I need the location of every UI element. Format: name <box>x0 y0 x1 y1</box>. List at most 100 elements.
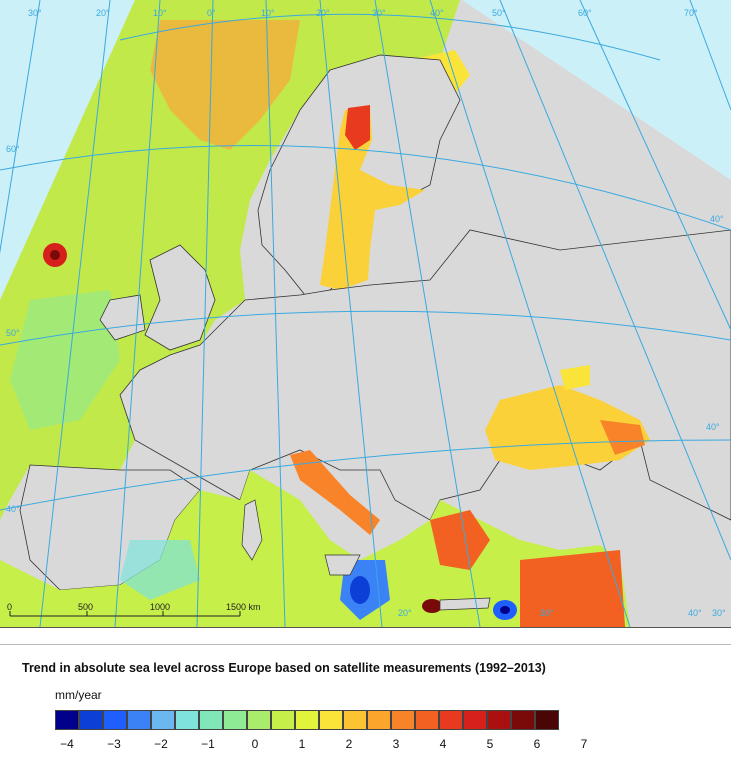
color-scale-tick-label: −4 <box>60 737 74 751</box>
meridian-0 <box>196 0 214 627</box>
color-swatch <box>391 710 415 730</box>
color-swatch <box>535 710 559 730</box>
lon-label: 30° <box>372 8 386 18</box>
color-swatch <box>487 710 511 730</box>
color-swatch <box>127 710 151 730</box>
color-swatch <box>175 710 199 730</box>
cretan-eddy-core <box>500 606 510 614</box>
lon-label: 20° <box>316 8 330 18</box>
legend-panel: Trend in absolute sea level across Europ… <box>0 644 731 769</box>
color-scale-tick-label: 3 <box>392 737 400 751</box>
cretan-warm-hotspot <box>422 599 442 613</box>
aegean-sea <box>430 510 490 570</box>
uk-ireland-land <box>99 244 216 351</box>
color-scale-bar <box>55 710 559 730</box>
meridian-m20 <box>39 0 111 627</box>
lon-label: 10° <box>261 8 275 18</box>
scale-label: 0 <box>7 602 12 612</box>
hotspot-core <box>50 250 60 260</box>
scale-label: 500 <box>78 602 93 612</box>
color-swatch <box>103 710 127 730</box>
baltic-sea <box>320 105 425 290</box>
lon-label-bottom: 30° <box>712 608 726 618</box>
color-swatch <box>415 710 439 730</box>
balearic-cyan-patch <box>120 540 200 600</box>
lon-label: 70° <box>684 8 698 18</box>
color-scale-tick-label: 6 <box>533 737 541 751</box>
lon-label: 20° <box>96 8 110 18</box>
color-scale-tick-label: 2 <box>345 737 353 751</box>
lon-label: 60° <box>578 8 592 18</box>
meridian-30 <box>374 0 481 627</box>
scale-label: 1500 km <box>226 602 261 612</box>
levantine-warm <box>520 550 625 627</box>
color-scale-tick-label: 5 <box>486 737 494 751</box>
color-swatch <box>439 710 463 730</box>
lon-label-bottom: 30° <box>540 608 554 618</box>
parallel-70 <box>119 13 661 61</box>
color-scale-tick-label: 1 <box>298 737 306 751</box>
black-sea <box>485 385 650 470</box>
lon-label: 30° <box>28 8 42 18</box>
lat-label: 60° <box>6 144 20 154</box>
color-scale-tick-label: 4 <box>439 737 447 751</box>
color-swatch <box>319 710 343 730</box>
lon-label: 10° <box>153 8 167 18</box>
color-swatch <box>343 710 367 730</box>
color-scale-ticks: −4 −3 −2 −1 0 1 2 3 4 5 6 7 <box>55 737 587 753</box>
color-swatch <box>271 710 295 730</box>
lat-label: 40° <box>710 214 724 224</box>
black-sea-warm-patch <box>600 420 645 455</box>
lon-label: 50° <box>492 8 506 18</box>
azov-sea <box>560 365 590 390</box>
color-swatch <box>151 710 175 730</box>
color-scale-tick-label: 7 <box>580 737 588 751</box>
parallel-40 <box>0 439 731 511</box>
ionian-eddy-core <box>350 576 370 604</box>
adriatic-sea <box>290 450 380 535</box>
color-swatch <box>247 710 271 730</box>
color-swatch <box>199 710 223 730</box>
color-swatch <box>295 710 319 730</box>
crete <box>439 597 491 611</box>
graticule <box>0 0 731 627</box>
baltic-north-warm <box>345 105 370 150</box>
map-canvas: 30° 20° 10° 0° 10° 20° 30° 40° 50° 60° 7… <box>0 0 731 627</box>
legend-title: Trend in absolute sea level across Europ… <box>22 661 546 675</box>
scale-label: 1000 <box>150 602 170 612</box>
atlantic-green-patch <box>10 290 120 430</box>
color-swatch <box>367 710 391 730</box>
color-scale-tick-label: −1 <box>201 737 215 751</box>
corsica-sardinia <box>241 499 263 561</box>
color-swatch <box>223 710 247 730</box>
color-swatch <box>511 710 535 730</box>
lon-label-bottom: 40° <box>688 608 702 618</box>
legend-unit: mm/year <box>55 688 102 702</box>
lat-label: 40° <box>6 504 20 514</box>
color-scale-tick-label: −3 <box>107 737 121 751</box>
color-scale-tick-label: −2 <box>154 737 168 751</box>
color-swatch <box>55 710 79 730</box>
meridian-10 <box>265 0 286 627</box>
lat-label: 50° <box>6 328 20 338</box>
color-scale-tick-label: 0 <box>251 737 259 751</box>
atlantic-ocean <box>0 0 460 520</box>
parallel-50 <box>0 310 731 346</box>
europe-sea-level-map: 30° 20° 10° 0° 10° 20° 30° 40° 50° 60° 7… <box>0 0 731 628</box>
color-swatch <box>79 710 103 730</box>
meridian-m10 <box>114 0 161 627</box>
color-swatch <box>463 710 487 730</box>
meridian-40 <box>429 0 631 627</box>
meridian-20 <box>319 0 383 627</box>
lon-label: 0° <box>207 8 216 18</box>
meridian-50 <box>499 0 731 561</box>
meridian-70 <box>689 0 731 111</box>
meridian-60 <box>579 0 731 331</box>
outside-projection-area-east <box>462 0 731 180</box>
sicily <box>324 554 361 576</box>
meridian-m30 <box>0 0 41 254</box>
lon-label: 40° <box>430 8 444 18</box>
lat-label: 40° <box>706 422 720 432</box>
scale-bar: 0 500 1000 1500 km <box>7 602 261 617</box>
